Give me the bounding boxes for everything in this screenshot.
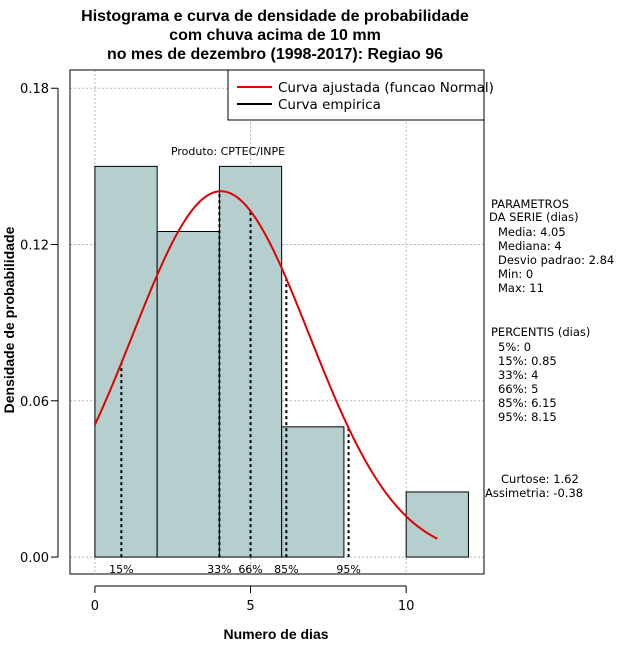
param-mediana: Mediana: 4: [498, 239, 562, 253]
legend: Curva ajustada (funcao Normal) Curva emp…: [227, 69, 494, 121]
chart-title-line-2: com chuva acima de 10 mm: [169, 27, 381, 44]
param-min: Min: 0: [498, 267, 533, 281]
side-panel: PARAMETROS DA SERIE (dias) Media: 4.05 M…: [485, 197, 614, 500]
percentis-title: PERCENTIS (dias): [491, 325, 590, 339]
x-axis-title: Numero de dias: [223, 626, 328, 642]
y-tick-label-3: 0.18: [20, 82, 49, 97]
percentil-95: 95%: 8.15: [498, 410, 557, 424]
percentile-label-2: 66%: [238, 563, 262, 576]
percentile-label-4: 95%: [336, 563, 360, 576]
y-axis-title: Densidade de probabilidade: [1, 226, 17, 413]
percentil-85: 85%: 6.15: [498, 396, 557, 410]
x-tick-label-1: 5: [246, 599, 254, 614]
product-label: Produto: CPTEC/INPE: [171, 145, 285, 158]
param-desvio: Desvio padrao: 2.84: [498, 253, 614, 267]
x-tick-label-0: 0: [91, 599, 99, 614]
param-media: Media: 4.05: [498, 225, 566, 239]
assimetria: Assimetria: -0.38: [485, 486, 583, 500]
percentil-66: 66%: 5: [498, 382, 538, 396]
histogram-bar-1: [156, 230, 220, 558]
percentile-label-1: 33%: [207, 563, 231, 576]
histogram-bar-3: [281, 426, 345, 558]
histogram-bar-5: [405, 491, 469, 558]
percentile-label-0: 15%: [109, 563, 133, 576]
percentil-33: 33%: 4: [498, 368, 538, 382]
percentile-lines: 15% 33% 66% 85% 95%: [109, 191, 361, 576]
fit-curve-layer: [93, 190, 438, 540]
axes: 0 5 10 0.00 0.06 0.12 0.18: [20, 82, 414, 614]
y-tick-label-1: 0.06: [20, 395, 49, 410]
chart-title-line-1: Histograma e curva de densidade de proba…: [81, 8, 469, 25]
legend-box: [227, 69, 485, 121]
histogram-bar-0: [94, 165, 158, 558]
percentile-label-3: 85%: [274, 563, 298, 576]
params-title: PARAMETROS: [491, 197, 569, 211]
y-tick-label-0: 0.00: [20, 551, 49, 566]
chart-title-line-3: no mes de dezembro (1998-2017): Regiao 9…: [107, 46, 443, 63]
params-subtitle: DA SERIE (dias): [489, 210, 579, 224]
histogram-bars: [94, 165, 469, 558]
x-tick-label-2: 10: [398, 599, 415, 614]
percentil-15: 15%: 0.85: [498, 354, 557, 368]
y-tick-label-2: 0.12: [20, 239, 49, 254]
percentil-5: 5%: 0: [498, 340, 531, 354]
fit-curve-line: [93, 190, 438, 540]
curtose: Curtose: 1.62: [501, 472, 579, 486]
legend-fit-label: Curva ajustada (funcao Normal): [278, 80, 494, 96]
legend-empirical-label: Curva empirica: [278, 97, 381, 113]
param-max: Max: 11: [498, 281, 544, 295]
